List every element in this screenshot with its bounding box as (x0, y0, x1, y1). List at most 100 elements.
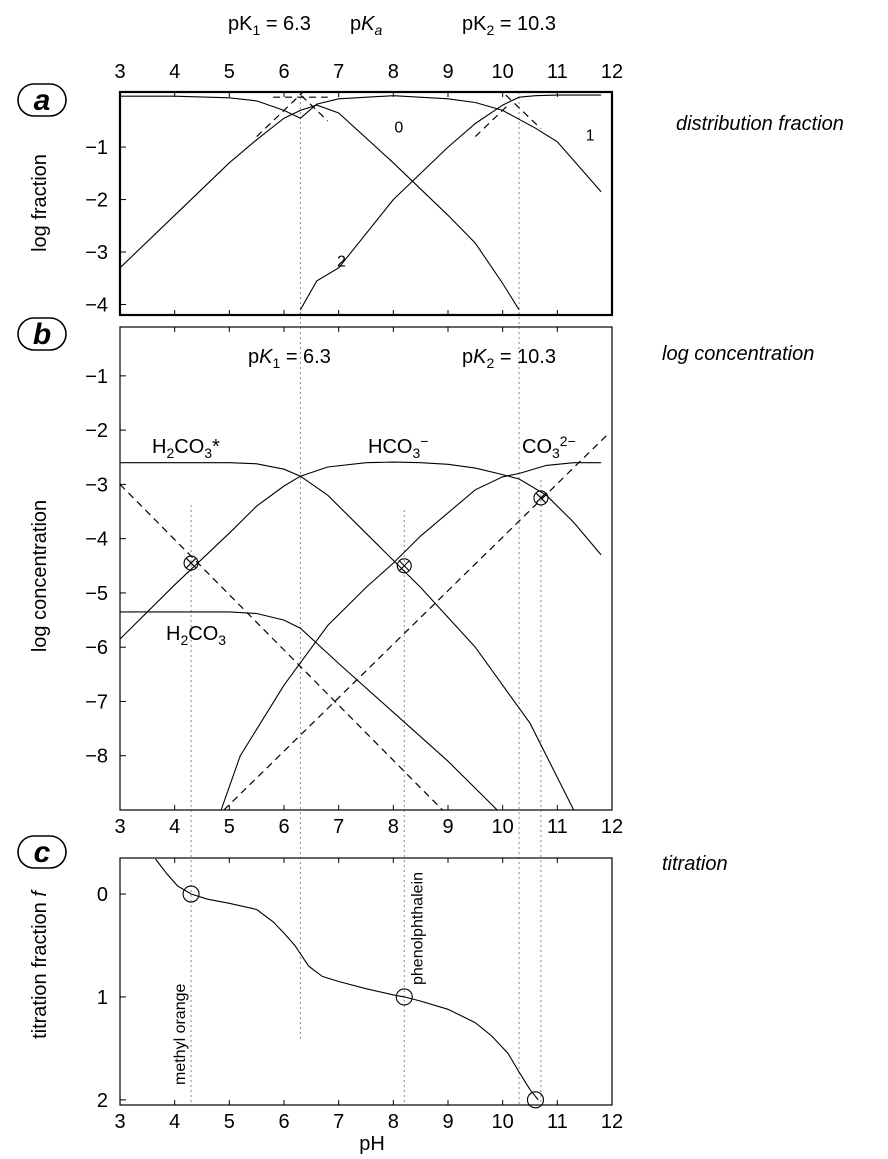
curve-label-1: 1 (586, 127, 595, 144)
intersection-cross (535, 492, 547, 504)
x-tick-label: 4 (169, 61, 180, 83)
panel-b-frame (119, 326, 613, 811)
x-tick-label: 7 (333, 816, 344, 838)
asymptote-line (474, 104, 509, 138)
x-tick-label: 8 (388, 1111, 399, 1133)
panel-c-frame (119, 857, 613, 1106)
series-line-CO32− (220, 462, 602, 810)
dashed-line-OH− (223, 432, 610, 810)
ylabel-c: titration fraction f (29, 889, 51, 1039)
x-tick-label: 3 (114, 816, 125, 838)
y-tick-label: −4 (85, 295, 108, 317)
panel-a-distribution: 0 123 4 5 6 7 8 9 10 11 12−1−2−3−4 (85, 61, 623, 317)
y-tick-label: 2 (97, 1090, 108, 1112)
x-tick-label: 3 (114, 1111, 125, 1133)
panel-b-log-concentration: 3 4 5 6 7 8 9 10 11 12 −1 −2 −3 −4 −5 −6 −7 −8 (85, 326, 623, 838)
curve-label-0: 0 (394, 119, 403, 136)
xlabel-ph: pH (359, 1133, 385, 1155)
y-tick-label: −2 (85, 190, 108, 212)
panel-badge-a: a (17, 83, 67, 117)
x-tick-label: 9 (442, 816, 453, 838)
x-tick-label: 3 (114, 61, 125, 83)
x-tick-label: 11 (547, 816, 568, 838)
x-tick-label: 4 (169, 816, 180, 838)
b-pk1-label: pK1 = 6.3 (248, 346, 331, 371)
ylabel-a: log fraction (29, 154, 51, 252)
svg-text:c: c (34, 836, 51, 869)
x-tick-label: 5 (224, 816, 235, 838)
series-line-2 (299, 94, 602, 311)
curve-label-2: 2 (337, 254, 346, 271)
x-tick-label: 8 (388, 61, 399, 83)
x-tick-label: 6 (278, 816, 289, 838)
titration-curve (155, 858, 539, 1101)
intersection-marker (183, 555, 199, 571)
y-tick-label: 0 (97, 884, 108, 906)
x-tick-label: 6 (278, 61, 289, 83)
x-tick-label: 7 (333, 61, 344, 83)
x-tick-label: 11 (547, 1111, 568, 1133)
species-label-co3: CO32− (522, 433, 576, 461)
asymptote-line (296, 92, 329, 122)
svg-text:a: a (34, 84, 51, 117)
species-label-h2co3: H2CO3 (166, 623, 226, 648)
series-line-HCO3− (120, 461, 602, 640)
series-line-H2CO3 (120, 611, 498, 810)
equivalence-point-marker (182, 885, 200, 903)
side-label-b: log concentration (662, 343, 814, 365)
intersection-cross (398, 560, 410, 572)
x-tick-label: 12 (601, 1111, 623, 1133)
equivalence-point-marker (526, 1091, 545, 1109)
top-pk2-label: pK2 = 10.3 (462, 13, 556, 38)
x-tick-label: 11 (547, 61, 568, 83)
x-tick-label: 5 (224, 1111, 235, 1133)
x-tick-label: 8 (388, 816, 399, 838)
svg-text:b: b (33, 318, 51, 351)
y-tick-label: −6 (85, 637, 108, 659)
x-tick-label: 10 (492, 1111, 514, 1133)
x-tick-label: 9 (442, 61, 453, 83)
x-tick-label: 5 (224, 61, 235, 83)
x-tick-label: 6 (278, 1111, 289, 1133)
intersection-marker (533, 490, 549, 506)
indicator-label-phenolphthalein: phenolphthalein (409, 872, 426, 985)
dashed-line-H+ (120, 483, 443, 810)
y-tick-label: −1 (85, 366, 108, 388)
pk-guide-lines (190, 92, 542, 1105)
x-tick-label: 9 (442, 1111, 453, 1133)
series-line-H2CO3* (120, 462, 575, 810)
y-tick-label: −1 (85, 137, 108, 159)
y-tick-label: −5 (85, 583, 108, 605)
top-pk1-label: pK1 = 6.3 (228, 13, 311, 38)
x-tick-label: 7 (333, 1111, 344, 1133)
equivalence-point-marker (395, 988, 413, 1006)
panel-a-frame (118, 90, 614, 317)
panel-badge-c: c (17, 835, 67, 869)
series-line-0 (120, 104, 520, 311)
panel-badge-b: b (17, 317, 67, 351)
intersection-cross (185, 557, 197, 569)
x-tick-label: 10 (492, 61, 514, 83)
series-line-1 (120, 95, 602, 193)
x-tick-label: 12 (601, 816, 623, 838)
species-label-hco3: HCO3− (368, 433, 428, 461)
top-pka-label: pKa (350, 13, 382, 38)
x-tick-label: 10 (492, 816, 514, 838)
side-label-a: distribution fraction (676, 113, 844, 135)
x-tick-label: 12 (601, 61, 623, 83)
intersection-marker (396, 558, 412, 574)
y-tick-label: −7 (85, 691, 108, 713)
b-pk2-label: pK2 = 10.3 (462, 346, 556, 371)
y-tick-label: −8 (85, 746, 108, 768)
asymptote-line (256, 92, 305, 138)
x-tick-label: 4 (169, 1111, 180, 1133)
y-tick-label: −2 (85, 420, 108, 442)
y-tick-label: −3 (85, 474, 108, 496)
y-tick-label: 1 (97, 987, 108, 1009)
indicator-label-methyl-orange: methyl orange (172, 984, 189, 1085)
y-tick-label: −4 (85, 529, 108, 551)
ylabel-b: log concentration (29, 500, 51, 652)
side-label-c: titration (662, 853, 728, 875)
